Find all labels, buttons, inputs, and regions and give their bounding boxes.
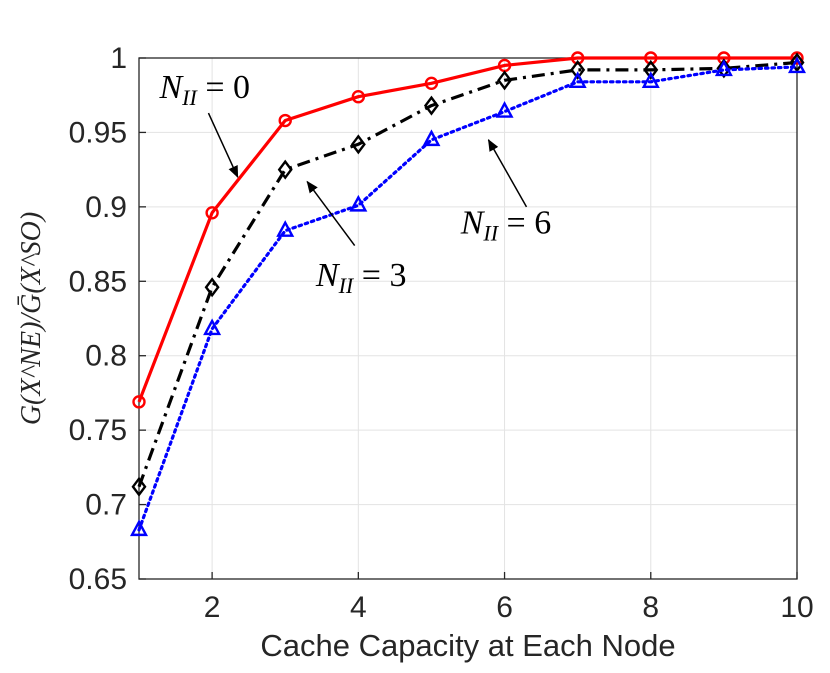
annotation-1: NII = 3 xyxy=(306,180,407,298)
annotation-label: NII = 0 xyxy=(158,69,250,110)
x-ticks: 2 4 6 8 10 xyxy=(204,572,814,624)
data-point xyxy=(423,95,439,116)
data-point xyxy=(424,76,439,91)
data-point xyxy=(278,113,292,128)
x-tick-label: 2 xyxy=(204,591,221,624)
y-tick-label: 0.85 xyxy=(69,265,127,298)
data-point xyxy=(422,129,441,147)
data-point xyxy=(203,318,222,336)
data-point xyxy=(643,59,659,80)
axes-box xyxy=(138,57,798,580)
series-line xyxy=(137,60,798,488)
y-tick-label: 1 xyxy=(110,42,127,75)
annotation-label: NII = 6 xyxy=(460,205,552,246)
y-tick-label: 0.9 xyxy=(85,191,127,224)
data-point xyxy=(497,70,513,91)
series-line xyxy=(137,56,797,403)
data-point xyxy=(570,59,586,80)
x-tick-label: 8 xyxy=(642,591,659,624)
data-point xyxy=(716,58,732,79)
y-axis-label: G(X^NE)/Ḡ(X^SO) xyxy=(16,212,47,425)
annotation-2: NII = 6 xyxy=(460,139,552,246)
data-point xyxy=(787,56,807,74)
data-point xyxy=(349,194,368,212)
data-point xyxy=(277,159,293,180)
annotation-arrow xyxy=(306,180,356,247)
x-tick-label: 4 xyxy=(350,591,367,624)
y-tick-label: 0.75 xyxy=(69,414,127,447)
data-point xyxy=(204,277,220,298)
x-tick-label: 10 xyxy=(780,591,813,624)
data-point xyxy=(129,519,149,537)
data-point xyxy=(714,59,733,77)
y-ticks: 0.65 0.7 0.75 0.8 0.85 0.9 0.95 1 xyxy=(69,42,146,596)
series-line xyxy=(137,65,799,532)
data-point xyxy=(205,206,219,220)
grid xyxy=(139,57,798,580)
data-point xyxy=(132,395,146,409)
data-point xyxy=(276,220,295,237)
data-point xyxy=(568,71,587,89)
series-group xyxy=(129,51,807,537)
series-2 xyxy=(129,56,807,537)
y-tick-label: 0.8 xyxy=(85,340,127,373)
annotations: NII = 0 NII = 3 NII = 6 xyxy=(158,69,551,298)
annotation-arrow xyxy=(207,112,239,178)
data-point xyxy=(350,134,366,155)
y-tick-label: 0.95 xyxy=(69,116,127,149)
y-tick-label: 0.7 xyxy=(85,489,127,522)
data-point xyxy=(641,71,660,89)
x-tick-label: 6 xyxy=(496,591,513,624)
x-axis-label: Cache Capacity at Each Node xyxy=(260,628,675,663)
data-point xyxy=(495,101,514,118)
data-point xyxy=(789,52,805,73)
data-point xyxy=(131,476,147,497)
annotation-arrow xyxy=(487,139,528,208)
y-tick-label: 0.65 xyxy=(69,563,127,596)
annotation-0: NII = 0 xyxy=(158,69,250,178)
series-1 xyxy=(131,52,805,497)
annotation-label: NII = 3 xyxy=(315,257,407,298)
data-point xyxy=(351,90,366,104)
